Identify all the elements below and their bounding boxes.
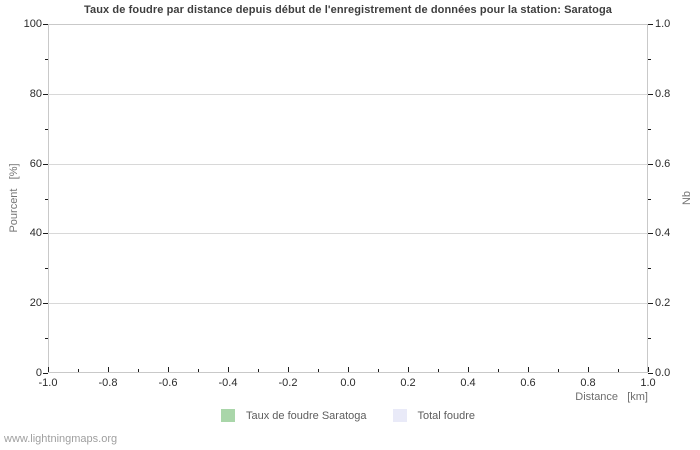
y-right-tick-label: 0.2 xyxy=(655,297,671,309)
y-right-tick-mark xyxy=(648,233,653,234)
plot-area xyxy=(48,24,648,373)
y-left-tick-label: 20 xyxy=(29,297,42,309)
x-tick-label: 0.4 xyxy=(460,377,476,389)
chart-legend: Taux de foudre Saratoga Total foudre xyxy=(48,409,648,422)
y-left-axis-label: Pourcent [%] xyxy=(8,163,20,233)
y-right-minor-tick-mark xyxy=(648,129,651,130)
y-right-tick-label: 0.0 xyxy=(655,367,671,379)
y-right-tick-label: 1.0 xyxy=(655,18,671,30)
chart-title: Taux de foudre par distance depuis début… xyxy=(84,4,612,16)
y-left-tick-label: 100 xyxy=(23,18,42,30)
y-right-tick-label: 0.6 xyxy=(655,158,671,170)
y-left-tick-label: 0 xyxy=(35,367,42,379)
legend-label: Total foudre xyxy=(417,409,475,422)
y-right-tick-label: 0.4 xyxy=(655,227,671,239)
x-tick-label: 0.0 xyxy=(340,377,356,389)
y-right-tick-label: 0.8 xyxy=(655,88,671,100)
x-axis-label: Distance [km] xyxy=(575,391,648,403)
x-tick-label: -1.0 xyxy=(38,377,58,389)
x-tick-label: 0.6 xyxy=(520,377,536,389)
y-left-tick-label: 40 xyxy=(29,227,42,239)
x-tick-label: -0.2 xyxy=(278,377,298,389)
y-right-tick-mark xyxy=(648,303,653,304)
y-right-minor-tick-mark xyxy=(648,59,651,60)
y-left-tick-label: 80 xyxy=(29,88,42,100)
x-tick-label: -0.6 xyxy=(158,377,178,389)
legend-item-total-foudre: Total foudre xyxy=(392,409,475,422)
x-tick-label: 0.8 xyxy=(580,377,596,389)
y-right-tick-mark xyxy=(648,24,653,25)
y-right-minor-tick-mark xyxy=(648,338,651,339)
x-tick-label: 1.0 xyxy=(640,377,656,389)
y-right-minor-tick-mark xyxy=(648,199,651,200)
y-right-tick-mark xyxy=(648,164,653,165)
y-right-axis-label: Nb xyxy=(681,190,693,206)
x-tick-label: -0.8 xyxy=(98,377,118,389)
x-tick-label: 0.2 xyxy=(400,377,416,389)
legend-swatch-green xyxy=(221,409,236,422)
legend-label: Taux de foudre Saratoga xyxy=(246,409,367,422)
watermark-link: www.lightningmaps.org xyxy=(4,433,118,445)
legend-item-taux-de-foudre: Taux de foudre Saratoga xyxy=(221,409,367,422)
y-left-tick-label: 60 xyxy=(29,158,42,170)
y-right-minor-tick-mark xyxy=(648,268,651,269)
x-tick-mark xyxy=(648,367,649,372)
y-right-tick-mark xyxy=(648,94,653,95)
y-left-tick-mark xyxy=(43,373,48,374)
x-tick-label: -0.4 xyxy=(218,377,238,389)
y-right-tick-mark xyxy=(648,373,653,374)
legend-swatch-lavender xyxy=(392,409,407,422)
